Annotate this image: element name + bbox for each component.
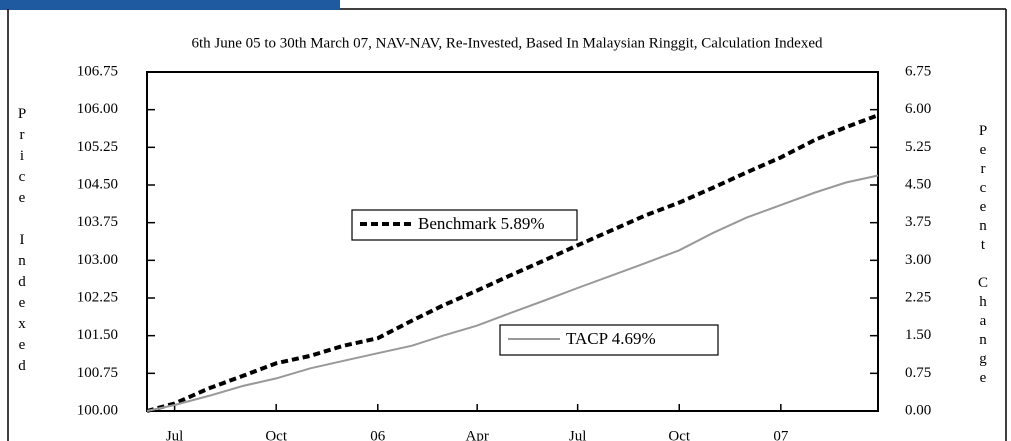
y-tick-label: 102.25 xyxy=(77,289,118,305)
y2-tick-label: 1.50 xyxy=(905,327,931,343)
x-tick-label: Oct xyxy=(668,428,690,441)
y-tick-label: 106.00 xyxy=(77,101,118,117)
header-bar xyxy=(0,0,340,10)
series-line xyxy=(146,113,879,413)
x-tick-label: Jul xyxy=(166,428,184,441)
y2-tick-label: 5.25 xyxy=(905,139,931,155)
y2-tick-label: 6.00 xyxy=(905,101,931,117)
legend-label: TACP 4.69% xyxy=(566,329,656,348)
x-tick-label: 07 xyxy=(773,428,789,441)
y2-tick-label: 4.50 xyxy=(905,176,931,192)
legend-label: Benchmark 5.89% xyxy=(418,214,545,233)
y-tick-label: 105.25 xyxy=(77,139,118,155)
y-tick-label: 101.50 xyxy=(77,327,118,343)
chart-title: 6th June 05 to 30th March 07, NAV-NAV, R… xyxy=(191,35,823,51)
y2-tick-label: 0.00 xyxy=(905,402,931,418)
x-tick-label: Oct xyxy=(265,428,287,441)
y2-tick-label: 2.25 xyxy=(905,289,931,305)
series-line xyxy=(146,174,879,412)
y2-tick-label: 0.75 xyxy=(905,365,931,381)
y-tick-label: 103.75 xyxy=(77,214,118,230)
y2-tick-label: 3.75 xyxy=(905,214,931,230)
y-tick-label: 100.00 xyxy=(77,402,118,418)
y2-tick-label: 3.00 xyxy=(905,252,931,268)
y-tick-label: 106.75 xyxy=(77,63,118,79)
y-tick-label: 100.75 xyxy=(77,365,118,381)
y-tick-label: 104.50 xyxy=(77,176,118,192)
plot-frame xyxy=(146,71,879,412)
legend-box xyxy=(351,209,578,241)
x-tick-label: Apr xyxy=(466,428,489,441)
x-tick-label: 06 xyxy=(370,428,386,441)
y2-tick-label: 6.75 xyxy=(905,63,931,79)
x-tick-label: Jul xyxy=(569,428,587,441)
y-tick-label: 103.00 xyxy=(77,252,118,268)
